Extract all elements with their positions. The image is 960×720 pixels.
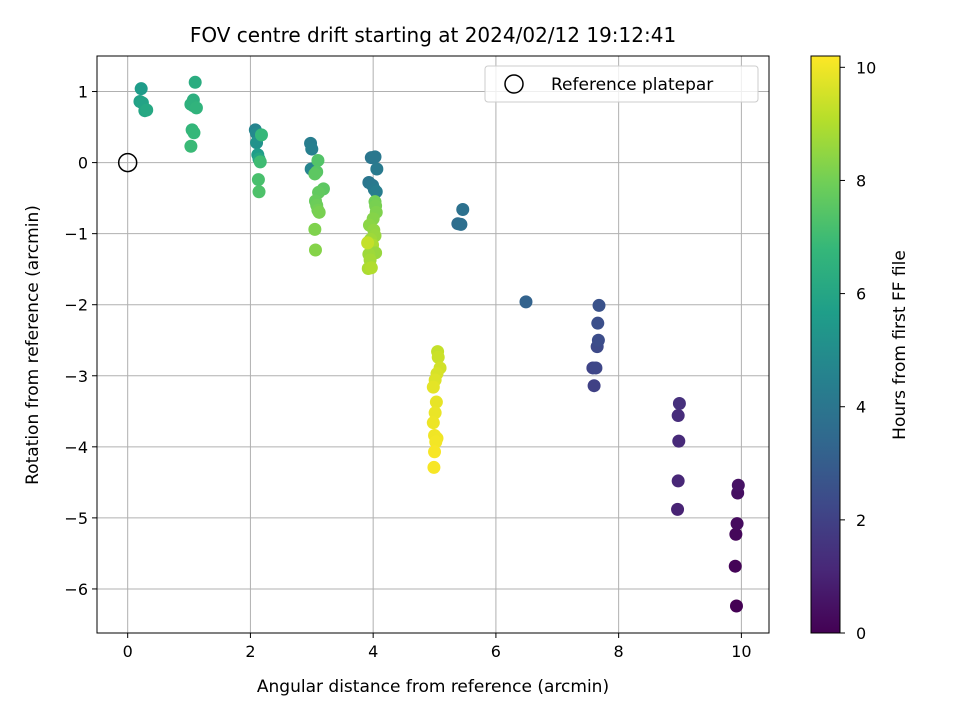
- y-tick-label: 1: [78, 83, 88, 102]
- legend-box: [484, 65, 759, 103]
- data-point: [671, 474, 685, 488]
- data-point: [454, 217, 468, 231]
- y-tick-label: −4: [64, 438, 88, 457]
- data-point: [368, 150, 382, 164]
- data-point: [426, 380, 440, 394]
- data-point: [519, 295, 533, 309]
- y-tick-label: −5: [64, 509, 88, 528]
- data-point: [140, 103, 154, 117]
- data-point: [308, 222, 322, 236]
- y-tick-label: 0: [78, 154, 88, 173]
- data-point: [731, 478, 745, 492]
- y-tick-label: −3: [64, 367, 88, 386]
- colorbar-tick-label: 2: [856, 511, 866, 530]
- data-point: [361, 236, 375, 250]
- chart-title: FOV centre drift starting at 2024/02/12 …: [190, 23, 676, 47]
- data-point: [728, 559, 742, 573]
- y-tick-label: −6: [64, 580, 88, 599]
- reference-point-marker: [117, 152, 138, 173]
- data-point: [364, 261, 378, 275]
- data-point: [370, 162, 384, 176]
- legend-label: Reference platepar: [551, 75, 713, 95]
- data-point: [671, 409, 685, 423]
- data-point: [591, 316, 605, 330]
- data-point: [591, 333, 605, 347]
- legend-marker: [504, 74, 524, 94]
- data-point: [431, 350, 445, 364]
- x-axis-label: Angular distance from reference (arcmin): [257, 677, 609, 697]
- y-tick-label: −1: [64, 225, 88, 244]
- data-point: [184, 139, 198, 153]
- colorbar-tick-label: 10: [856, 58, 876, 77]
- x-axis-ticks: 0 2 4 6 8 10: [123, 633, 752, 661]
- data-points: [133, 75, 745, 613]
- data-point: [189, 101, 203, 115]
- y-tick-label: −2: [64, 296, 88, 315]
- data-point: [729, 527, 743, 541]
- data-point: [311, 153, 325, 167]
- data-point: [188, 75, 202, 89]
- data-point: [429, 435, 443, 449]
- colorbar-frame: [810, 55, 841, 634]
- colorbar-tick-label: 0: [856, 624, 866, 643]
- x-tick-label: 0: [123, 642, 133, 661]
- data-point: [308, 243, 322, 257]
- y-axis-label: Rotation from reference (arcmin): [23, 205, 43, 485]
- data-point: [134, 82, 148, 96]
- data-point: [427, 460, 441, 474]
- data-point: [592, 298, 606, 312]
- data-point: [253, 155, 267, 169]
- colorbar-label: Hours from first FF file: [890, 250, 910, 440]
- data-point: [672, 434, 686, 448]
- colorbar-tick-label: 4: [856, 398, 866, 417]
- data-point: [428, 406, 442, 420]
- x-tick-label: 6: [491, 642, 501, 661]
- data-point: [254, 128, 268, 142]
- data-point: [589, 361, 603, 375]
- data-point: [187, 126, 201, 140]
- data-point: [308, 167, 322, 181]
- data-point: [730, 517, 744, 531]
- y-axis-ticks: 1 0 −1 −2 −3 −4 −5 −6: [64, 83, 97, 599]
- x-tick-label: 4: [368, 642, 378, 661]
- data-point: [672, 396, 686, 410]
- data-point: [587, 379, 601, 393]
- data-point: [426, 416, 440, 430]
- data-point: [252, 185, 266, 199]
- data-point: [456, 202, 470, 216]
- colorbar: [811, 56, 840, 633]
- plot-area: [97, 56, 769, 633]
- data-point: [312, 205, 326, 219]
- data-point: [428, 445, 442, 459]
- x-tick-label: 2: [245, 642, 255, 661]
- data-point: [369, 185, 383, 199]
- data-point: [429, 395, 443, 409]
- data-point: [671, 502, 685, 516]
- data-point: [305, 142, 319, 156]
- data-point: [251, 173, 265, 187]
- colorbar-tick-label: 8: [856, 171, 866, 190]
- x-tick-label: 10: [731, 642, 751, 661]
- legend: Reference platepar: [484, 65, 759, 103]
- x-tick-label: 8: [614, 642, 624, 661]
- colorbar-tick-label: 6: [856, 285, 866, 304]
- data-point: [729, 599, 743, 613]
- colorbar-ticks: 0 2 4 6 8 10: [840, 58, 876, 643]
- plot-frame: [96, 55, 770, 634]
